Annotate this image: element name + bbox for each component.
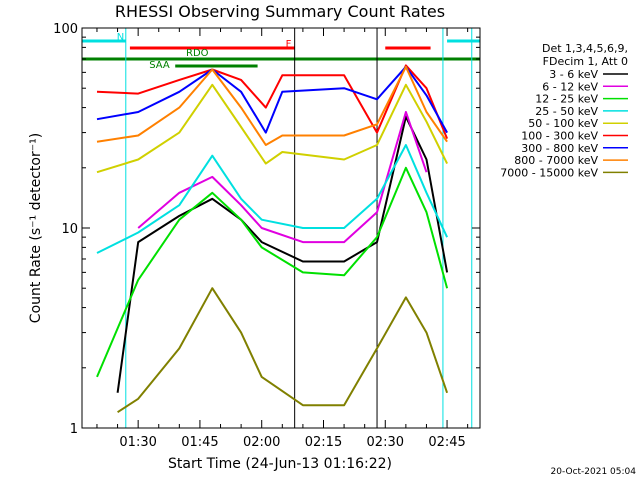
legend-label-7000-15000-kev: 7000 - 15000 keV bbox=[500, 166, 598, 179]
legend-header-line: FDecim 1, Att 0 bbox=[543, 55, 628, 68]
legend-label-6-12-kev: 6 - 12 keV bbox=[542, 80, 598, 93]
series-line-300-800-kev bbox=[96, 65, 448, 134]
chart-title: RHESSI Observing Summary Count Rates bbox=[115, 2, 445, 21]
y-axis: 1 10 100 bbox=[53, 22, 480, 437]
flag-label-rdo: RDO bbox=[186, 48, 209, 59]
series-line-12-25-kev bbox=[96, 166, 449, 378]
series-line-25-50-kev bbox=[96, 144, 449, 254]
y-tick-label: 1 bbox=[70, 422, 78, 437]
x-tick-label: 02:00 bbox=[243, 435, 280, 450]
series-line-3-6-kev bbox=[116, 115, 449, 393]
legend-label-25-50-kev: 25 - 50 keV bbox=[535, 105, 598, 118]
y-tick-label: 10 bbox=[61, 222, 78, 237]
flag-label-n: N bbox=[117, 32, 124, 43]
legend-label-3-6-kev: 3 - 6 keV bbox=[549, 68, 598, 81]
legend-label-50-100-kev: 50 - 100 keV bbox=[528, 117, 598, 130]
y-axis-label: Count Rate (s⁻¹ detector⁻¹) bbox=[28, 133, 44, 323]
legend-label-100-300-kev: 100 - 300 keV bbox=[521, 130, 598, 143]
x-axis: 01:30 01:45 02:00 02:15 02:30 02:45 bbox=[96, 28, 469, 450]
flag-bars: N F RDO SAA bbox=[82, 32, 480, 71]
x-axis-label: Start Time (24-Jun-13 01:16:22) bbox=[168, 456, 392, 472]
series-line-50-100-kev bbox=[96, 83, 448, 174]
series-line-6-12-kev bbox=[137, 111, 428, 244]
legend-header-line: Det 1,3,4,5,6,9, bbox=[542, 42, 628, 55]
legend-label-12-25-kev: 12 - 25 keV bbox=[535, 93, 598, 106]
x-tick-label: 01:30 bbox=[119, 435, 156, 450]
series-line-7000-15000-kev bbox=[117, 287, 449, 414]
x-tick-label: 01:45 bbox=[181, 435, 218, 450]
y-tick-label: 100 bbox=[53, 22, 78, 37]
series-lines bbox=[96, 64, 449, 414]
vertical-markers bbox=[125, 28, 473, 428]
legend: Det 1,3,4,5,6,9,FDecim 1, Att 03 - 6 keV… bbox=[500, 42, 628, 179]
footer-date: 20-Oct-2021 05:04 bbox=[551, 467, 637, 477]
x-tick-label: 02:30 bbox=[367, 435, 404, 450]
x-tick-label: 02:45 bbox=[428, 435, 465, 450]
legend-label-800-7000-kev: 800 - 7000 keV bbox=[514, 154, 598, 167]
series-line-800-7000-kev bbox=[96, 65, 448, 146]
legend-label-300-800-kev: 300 - 800 keV bbox=[521, 142, 598, 155]
series-line-100-300-kev bbox=[96, 64, 449, 139]
flag-label-saa: SAA bbox=[149, 60, 170, 71]
x-tick-label: 02:15 bbox=[305, 435, 342, 450]
flag-label-f: F bbox=[286, 39, 292, 50]
